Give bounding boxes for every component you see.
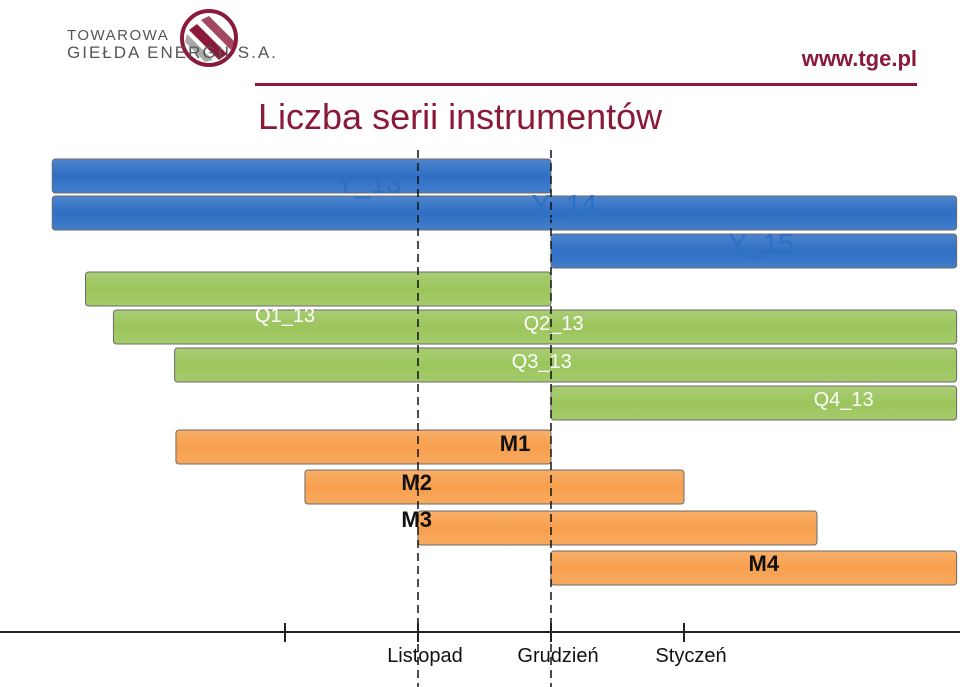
bar-label-q2_13: Q2_13 [524,313,584,335]
bar-label-m4: M4 [749,551,780,576]
bar-m1 [175,429,552,465]
site-url[interactable]: www.tge.pl [801,46,917,71]
header-divider [255,83,917,86]
bar-label-m3: M3 [401,507,432,532]
bar-label-q4_13: Q4_13 [814,389,874,411]
bar-m2 [304,469,685,505]
bar-label-m2: M2 [401,470,432,495]
bar-m3 [417,510,818,546]
tge-logo-mark [180,9,238,67]
page-title: Liczba serii instrumentów [258,96,663,137]
bar-y_14 [51,195,958,231]
bar-label-q3_13: Q3_13 [512,351,572,373]
bar-q3_13 [174,347,958,383]
bar-label-m1: M1 [500,431,531,456]
bar-q2_13 [112,309,958,345]
x-tick-label-1: Listopad [387,645,463,667]
bar-y_15 [550,233,958,269]
bar-label-y_14: Y_14 [532,189,597,220]
x-tick-label-2: Grudzień [517,645,598,667]
bar-label-q1_13: Q1_13 [255,305,315,327]
bar-label-y_15: Y_15 [728,228,793,259]
bar-q1_13 [85,271,552,307]
logo-line1: TOWAROWA [67,27,170,44]
bar-label-y_13: Y_13 [336,168,401,199]
bar-y_13 [51,158,552,194]
x-tick-label-3: Styczeń [655,645,726,667]
bar-q4_13 [550,385,958,421]
logo-line2: GIEŁDA ENERGII S.A. [67,43,278,62]
